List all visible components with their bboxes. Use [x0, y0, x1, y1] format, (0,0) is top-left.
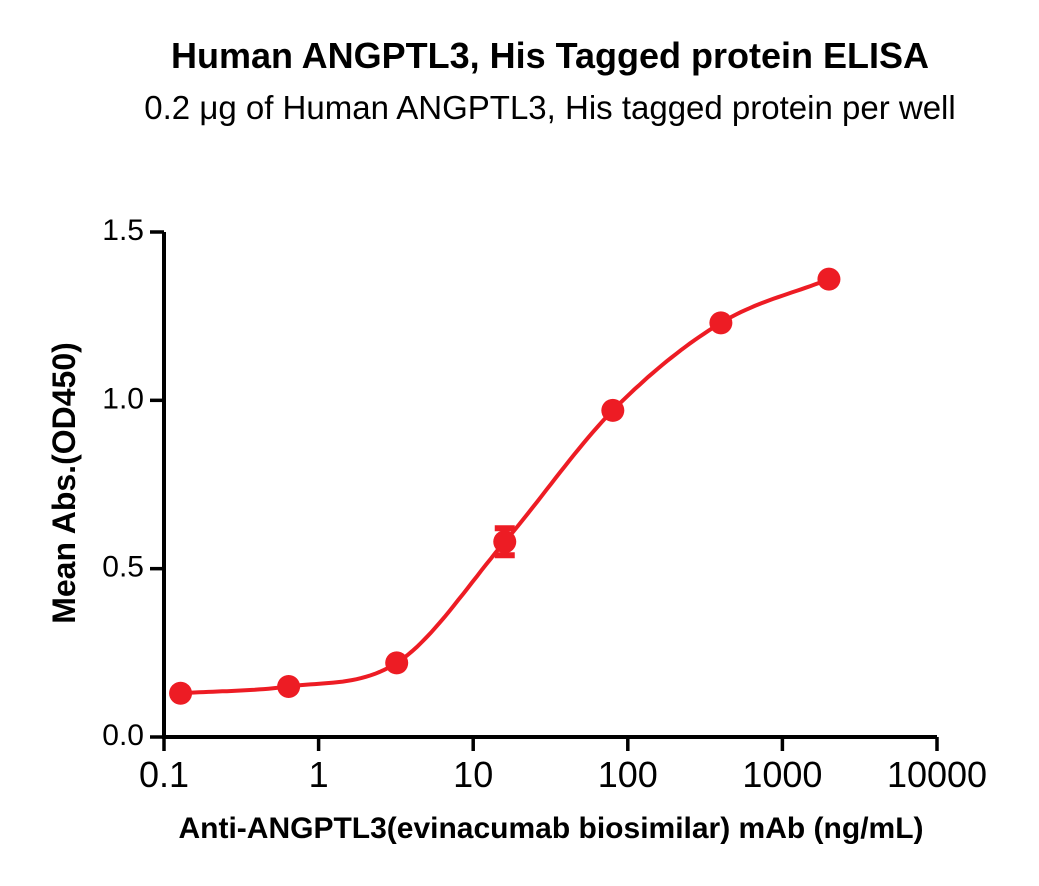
x-axis-title: Anti-ANGPTL3(evinacumab biosimilar) mAb …	[178, 812, 924, 845]
x-tick-label: 10	[453, 754, 493, 795]
chart-subtitle: 0.2 μg of Human ANGPTL3, His tagged prot…	[144, 89, 956, 126]
y-tick-label: 1.0	[102, 382, 144, 415]
y-tick-label: 1.5	[102, 214, 144, 247]
data-point	[709, 311, 733, 335]
data-point	[493, 530, 517, 554]
y-tick-label: 0.5	[102, 551, 144, 584]
x-tick-label: 1	[309, 754, 329, 795]
x-tick-label: 100	[598, 754, 658, 795]
fit-curve	[178, 277, 831, 696]
x-tick-label: 10000	[887, 754, 987, 795]
x-tick-label: 1000	[742, 754, 822, 795]
y-tick-label: 0.0	[102, 719, 144, 752]
data-point	[385, 651, 409, 675]
data-point	[601, 398, 625, 422]
x-tick-label: 0.1	[139, 754, 189, 795]
data-point	[277, 675, 301, 698]
data-point	[169, 681, 193, 705]
chart-title: Human ANGPTL3, His Tagged protein ELISA	[170, 35, 930, 76]
data-point	[817, 267, 841, 291]
